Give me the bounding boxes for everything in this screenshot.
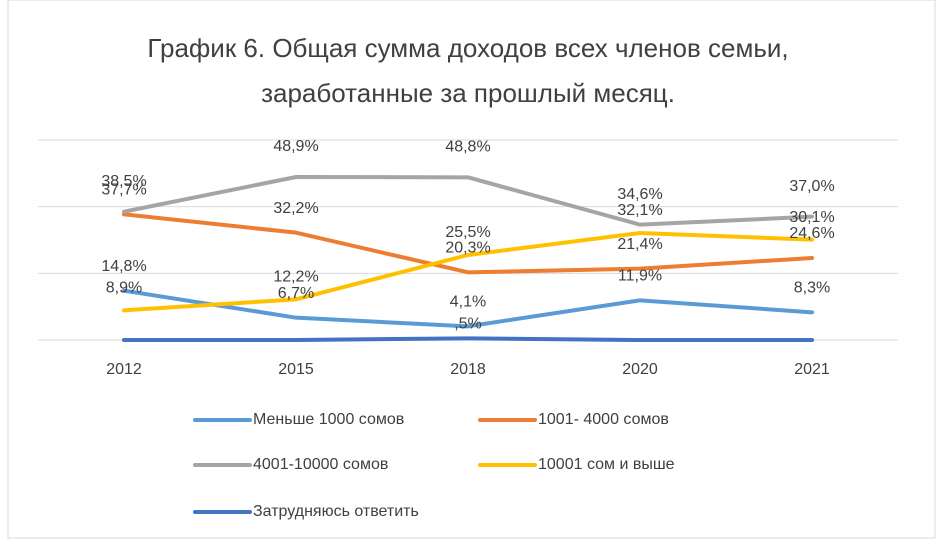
data-label: 32,2% [273,200,318,217]
data-label: 48,8% [445,139,490,156]
series-line [122,175,814,227]
series-line [122,288,814,329]
data-label: 25,5% [445,224,490,241]
legend-label: 1001- 4000 сомов [538,411,669,428]
data-label: 8,9% [106,280,142,297]
data-label: ,5% [454,316,482,333]
x-tick-label: 2021 [794,361,830,378]
data-label: 24,6% [789,225,834,242]
data-label: 11,9% [618,268,662,285]
data-label: 37,0% [789,178,834,195]
x-tick-label: 2012 [106,361,142,378]
data-label: 48,9% [273,138,318,155]
data-label: 6,7% [278,285,314,302]
data-label: 37,7% [101,182,146,199]
data-label: 21,4% [617,236,662,253]
data-label: 38,5% [101,173,146,190]
x-tick-label: 2018 [450,361,486,378]
data-label: 20,3% [445,240,490,257]
series-line [122,336,814,342]
legend-label: 4001-10000 сомов [253,456,388,473]
legend-label: Меньше 1000 сомов [253,411,404,428]
data-label: 8,3% [794,280,830,297]
series-line [122,231,814,313]
data-label: 34,6% [617,186,662,203]
legend-label: Затрудняюсь ответить [253,503,419,520]
legend-label: 10001 сом и выше [538,456,675,473]
data-label: 4,1% [450,294,486,311]
chart-title: График 6. Общая сумма доходов всех члено… [147,33,788,63]
data-label: 30,1% [789,209,834,226]
x-tick-label: 2015 [278,361,314,378]
chart-title: заработанные за прошлый месяц. [261,78,675,108]
series-line [122,212,814,275]
x-tick-label: 2020 [622,361,658,378]
data-label: 14,8% [101,258,146,275]
data-label: 32,1% [617,202,662,219]
chart-border [7,0,936,539]
data-label: 12,2% [273,269,318,286]
